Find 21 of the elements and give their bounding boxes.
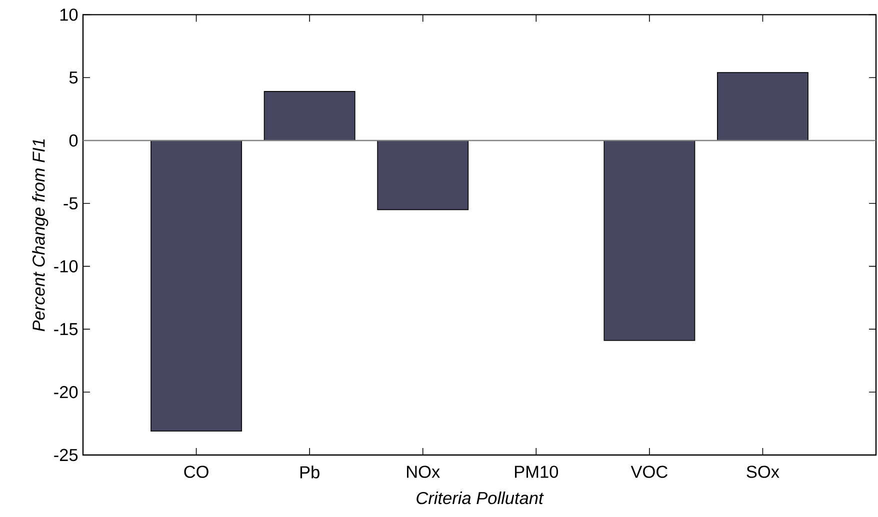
bar bbox=[377, 140, 469, 210]
bar bbox=[717, 72, 808, 141]
x-tick-label: Pb bbox=[300, 466, 320, 478]
y-tick-label: -20 bbox=[54, 386, 78, 398]
y-tick-label: -25 bbox=[54, 448, 78, 462]
bar bbox=[150, 140, 242, 432]
y-tick-label: 0 bbox=[69, 134, 78, 147]
y-axis-title: Percent Change from FI1 bbox=[32, 139, 48, 332]
x-axis-title: Criteria Pollutant bbox=[416, 491, 544, 504]
x-tick-label: PM10 bbox=[515, 466, 558, 478]
y-tick-label: 10 bbox=[60, 8, 78, 21]
x-tick-label: NOx bbox=[407, 466, 440, 478]
y-tick-label: 5 bbox=[69, 72, 78, 84]
x-tick-label: VOC bbox=[630, 466, 668, 478]
y-tick-label: -5 bbox=[64, 197, 78, 210]
x-tick-label: SOx bbox=[746, 466, 780, 478]
bar bbox=[264, 91, 356, 141]
bar bbox=[604, 140, 696, 341]
x-tick-label: CO bbox=[184, 466, 208, 478]
y-tick-label: -10 bbox=[54, 260, 78, 272]
y-tick-label: -15 bbox=[54, 323, 78, 336]
